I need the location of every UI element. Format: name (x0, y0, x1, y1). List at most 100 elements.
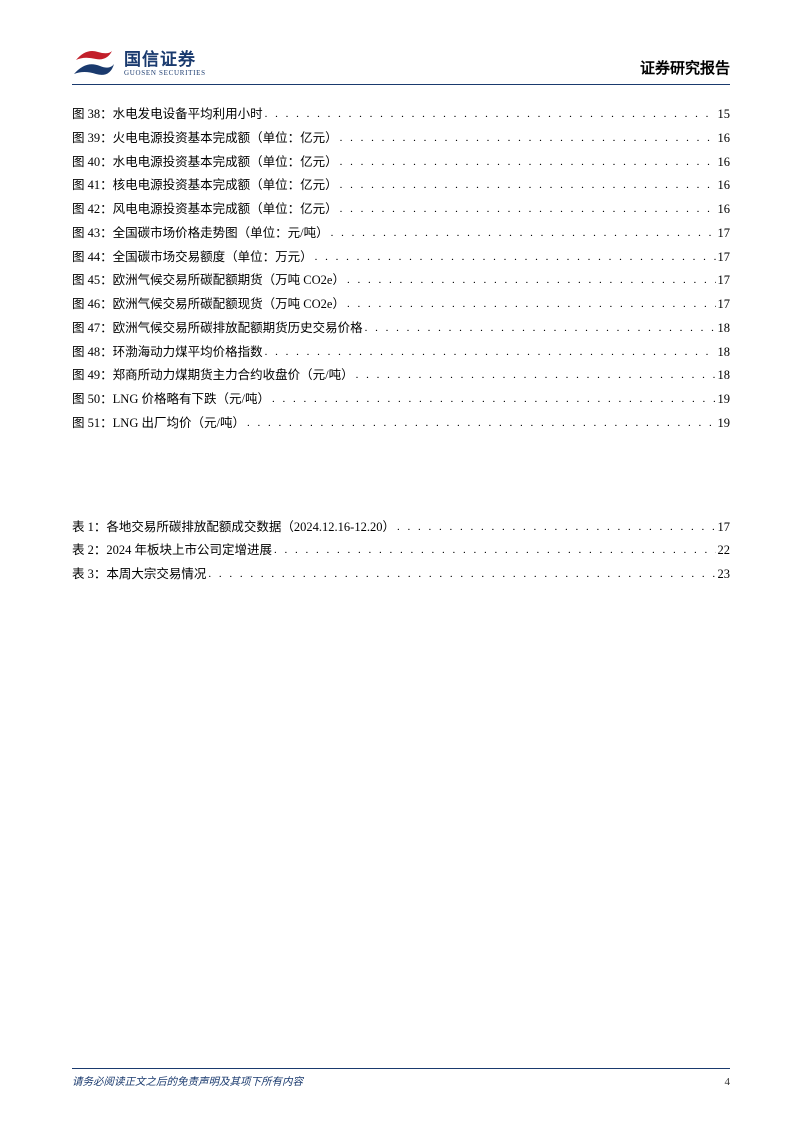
toc-entry-colon: ： (100, 388, 113, 412)
toc-entry-page: 16 (718, 198, 731, 222)
toc-entry-label: 图 45 (72, 269, 100, 293)
toc-row: 图 50：LNG 价格略有下跌（元/吨） 19 (72, 388, 730, 412)
logo-name-cn: 国信证券 (124, 51, 206, 68)
toc-leader-dots (272, 389, 716, 410)
toc-entry-colon: ： (94, 563, 107, 587)
toc-row: 图 40：水电电源投资基本完成额（单位：亿元）16 (72, 151, 730, 175)
toc-row: 图 47：欧洲气候交易所碳排放配额期货历史交易价格 18 (72, 317, 730, 341)
toc-row: 图 38：水电发电设备平均利用小时15 (72, 103, 730, 127)
toc-tables-section: 表 1：各地交易所碳排放配额成交数据（2024.12.16-12.20）17表 … (72, 516, 730, 587)
toc-entry-label: 图 50 (72, 388, 100, 412)
toc-leader-dots (331, 223, 716, 244)
toc-leader-dots (347, 270, 716, 291)
toc-entry-colon: ： (100, 293, 113, 317)
toc-row: 图 51：LNG 出厂均价（元/吨） 19 (72, 412, 730, 436)
toc-entry-title: 核电电源投资基本完成额（单位：亿元） (113, 174, 338, 198)
toc-entry-title: 欧洲气候交易所碳配额现货（万吨 CO2e） (113, 293, 345, 317)
footer-page-number: 4 (725, 1076, 731, 1088)
toc-entry-title: LNG 出厂均价（元/吨） (113, 412, 245, 436)
toc-entry-colon: ： (94, 516, 107, 540)
toc-entry-colon: ： (100, 174, 113, 198)
document-type: 证券研究报告 (640, 57, 730, 80)
toc-entry-label: 图 46 (72, 293, 100, 317)
toc-entry-title: 2024 年板块上市公司定增进展 (106, 539, 272, 563)
toc-entry-label: 图 43 (72, 222, 100, 246)
toc-entry-label: 图 38 (72, 103, 100, 127)
toc-entry-title: 欧洲气候交易所碳配额期货（万吨 CO2e） (113, 269, 345, 293)
toc-entry-label: 图 48 (72, 341, 100, 365)
toc-entry-title: 欧洲气候交易所碳排放配额期货历史交易价格 (113, 317, 363, 341)
toc-entry-title: 本周大宗交易情况 (106, 563, 206, 587)
toc-entry-label: 表 1 (72, 516, 94, 540)
toc-entry-colon: ： (100, 198, 113, 222)
toc-row: 表 1：各地交易所碳排放配额成交数据（2024.12.16-12.20） 17 (72, 516, 730, 540)
toc-row: 图 44：全国碳市场交易额度（单位：万元）17 (72, 246, 730, 270)
toc-entry-page: 18 (718, 317, 731, 341)
toc-leader-dots (340, 128, 716, 149)
toc-leader-dots (315, 247, 716, 268)
page-footer: 请务必阅读正文之后的免责声明及其项下所有内容 4 (72, 1068, 730, 1089)
toc-entry-label: 图 39 (72, 127, 100, 151)
toc-entry-label: 图 47 (72, 317, 100, 341)
toc-entry-page: 16 (718, 151, 731, 175)
logo-text: 国信证券 GUOSEN SECURITIES (124, 51, 206, 77)
toc-entry-page: 17 (718, 293, 731, 317)
footer-disclaimer: 请务必阅读正文之后的免责声明及其项下所有内容 (72, 1074, 303, 1089)
toc-row: 图 41：核电电源投资基本完成额（单位：亿元）16 (72, 174, 730, 198)
logo-name-en: GUOSEN SECURITIES (124, 70, 206, 77)
toc-entry-colon: ： (100, 412, 113, 436)
toc-leader-dots (397, 517, 716, 538)
toc-leader-dots (247, 413, 716, 434)
toc-leader-dots (340, 152, 716, 173)
toc-entry-label: 图 51 (72, 412, 100, 436)
toc-leader-dots (265, 104, 716, 125)
toc-entry-page: 17 (718, 222, 731, 246)
toc-entry-label: 图 41 (72, 174, 100, 198)
toc-entry-colon: ： (100, 341, 113, 365)
toc-entry-page: 15 (718, 103, 731, 127)
toc-leader-dots (274, 540, 715, 561)
toc-entry-page: 19 (718, 388, 731, 412)
toc-row: 图 46：欧洲气候交易所碳配额现货（万吨 CO2e） 17 (72, 293, 730, 317)
table-of-contents: 图 38：水电发电设备平均利用小时15图 39：火电电源投资基本完成额（单位：亿… (72, 103, 730, 587)
toc-row: 图 42：风电电源投资基本完成额（单位：亿元） 16 (72, 198, 730, 222)
toc-section-gap (72, 436, 730, 516)
page-header: 国信证券 GUOSEN SECURITIES 证券研究报告 (72, 48, 730, 85)
toc-row: 图 39：火电电源投资基本完成额（单位：亿元）16 (72, 127, 730, 151)
toc-entry-colon: ： (100, 364, 113, 388)
toc-entry-page: 22 (718, 539, 731, 563)
toc-leader-dots (365, 318, 716, 339)
toc-entry-label: 图 42 (72, 198, 100, 222)
toc-entry-page: 19 (718, 412, 731, 436)
toc-entry-label: 图 49 (72, 364, 100, 388)
toc-entry-title: 全国碳市场价格走势图（单位：元/吨） (113, 222, 329, 246)
toc-entry-page: 23 (718, 563, 731, 587)
toc-entry-label: 图 40 (72, 151, 100, 175)
toc-entry-title: 郑商所动力煤期货主力合约收盘价（元/吨） (113, 364, 354, 388)
toc-entry-page: 16 (718, 127, 731, 151)
toc-entry-title: 各地交易所碳排放配额成交数据（2024.12.16-12.20） (106, 516, 395, 540)
logo: 国信证券 GUOSEN SECURITIES (72, 48, 206, 80)
toc-leader-dots (347, 294, 716, 315)
toc-entry-title: 全国碳市场交易额度（单位：万元） (113, 246, 313, 270)
toc-leader-dots (340, 175, 716, 196)
toc-entry-title: 水电电源投资基本完成额（单位：亿元） (113, 151, 338, 175)
toc-leader-dots (265, 342, 716, 363)
toc-figures-section: 图 38：水电发电设备平均利用小时15图 39：火电电源投资基本完成额（单位：亿… (72, 103, 730, 436)
toc-entry-colon: ： (100, 317, 113, 341)
logo-mark-icon (72, 48, 116, 80)
toc-entry-label: 表 2 (72, 539, 94, 563)
toc-row: 图 43：全国碳市场价格走势图（单位：元/吨） 17 (72, 222, 730, 246)
toc-entry-label: 表 3 (72, 563, 94, 587)
toc-entry-title: 火电电源投资基本完成额（单位：亿元） (113, 127, 338, 151)
toc-leader-dots (356, 365, 716, 386)
toc-entry-page: 17 (718, 516, 731, 540)
toc-row: 图 45：欧洲气候交易所碳配额期货（万吨 CO2e）17 (72, 269, 730, 293)
toc-entry-colon: ： (100, 222, 113, 246)
toc-entry-page: 17 (718, 269, 731, 293)
toc-entry-title: 风电电源投资基本完成额（单位：亿元） (113, 198, 338, 222)
toc-entry-label: 图 44 (72, 246, 100, 270)
toc-entry-title: LNG 价格略有下跌（元/吨） (113, 388, 270, 412)
toc-row: 图 48：环渤海动力煤平均价格指数18 (72, 341, 730, 365)
toc-entry-page: 17 (718, 246, 731, 270)
